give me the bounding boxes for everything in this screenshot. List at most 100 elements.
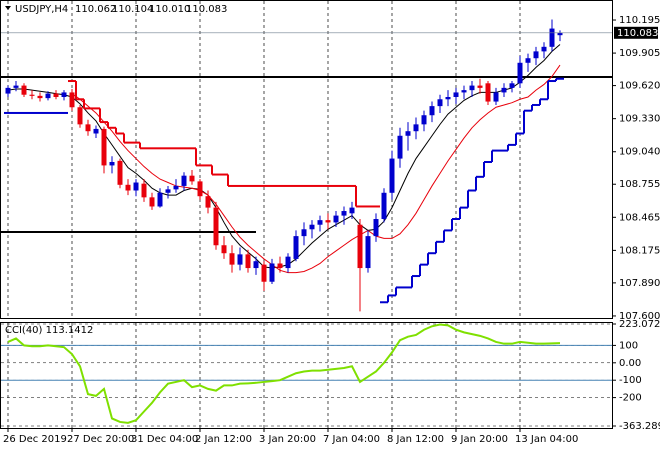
candle-body bbox=[485, 83, 491, 102]
candle-body bbox=[445, 96, 451, 100]
candle-body bbox=[69, 92, 75, 108]
quote-value: 110.062 bbox=[75, 4, 116, 15]
candle-body bbox=[333, 215, 339, 223]
candle-body bbox=[341, 211, 347, 216]
candle-body bbox=[5, 87, 11, 94]
x-tick-label: 2 Jan 12:00 bbox=[195, 434, 252, 445]
y-tick-label: 223.0724 bbox=[619, 319, 660, 330]
candle-body bbox=[381, 192, 387, 220]
candle-body bbox=[429, 106, 435, 116]
candle-body bbox=[389, 158, 395, 193]
candle-body bbox=[437, 99, 443, 107]
x-tick-label: 13 Jan 04:00 bbox=[515, 434, 578, 445]
y-tick-label: -363.2895 bbox=[619, 421, 660, 432]
candle-body bbox=[301, 229, 307, 237]
candle-body bbox=[157, 192, 163, 207]
candle-body bbox=[517, 62, 523, 84]
symbol-title: USDJPY,H4 bbox=[15, 4, 68, 15]
candle-body bbox=[365, 236, 371, 269]
candle-body bbox=[261, 264, 267, 282]
candle-body bbox=[181, 175, 187, 186]
candle-body bbox=[533, 51, 539, 59]
y-tick-label: 108.465 bbox=[619, 212, 660, 223]
y-tick-label: 0.00 bbox=[619, 358, 641, 369]
y-tick-label: 107.600 bbox=[619, 311, 660, 322]
x-tick-label: 31 Dec 04:00 bbox=[131, 434, 198, 445]
candle-body bbox=[101, 128, 107, 166]
candle-body bbox=[53, 93, 59, 97]
candle-body bbox=[325, 220, 331, 223]
y-tick-label: 108.755 bbox=[619, 179, 660, 190]
y-tick-label: 100 bbox=[619, 340, 638, 351]
candle-body bbox=[197, 181, 203, 197]
candle-body bbox=[421, 115, 427, 125]
last-price-label: 110.083 bbox=[617, 28, 658, 39]
cci-line bbox=[7, 323, 561, 424]
candle-body bbox=[493, 92, 499, 102]
candle-body bbox=[373, 219, 379, 237]
candle-body bbox=[549, 28, 555, 47]
candle-body bbox=[557, 32, 563, 36]
candle-body bbox=[165, 189, 171, 193]
candle-body bbox=[221, 245, 227, 254]
candle-body bbox=[413, 124, 419, 132]
candle-body bbox=[125, 184, 131, 191]
last-price-box bbox=[614, 26, 658, 39]
y-tick-label: 109.620 bbox=[619, 81, 660, 92]
indicator-line bbox=[71, 64, 561, 274]
candle-body bbox=[453, 92, 459, 97]
quote-value: 110.104 bbox=[112, 4, 153, 15]
candle-body bbox=[45, 93, 51, 99]
x-tick-label: 9 Jan 20:00 bbox=[451, 434, 508, 445]
candle-body bbox=[61, 92, 67, 97]
candle-body bbox=[285, 256, 291, 269]
candle-body bbox=[213, 207, 219, 246]
candle-body bbox=[133, 182, 139, 191]
candle-body bbox=[309, 224, 315, 230]
candle-body bbox=[229, 253, 235, 265]
candle-body bbox=[37, 95, 43, 99]
candle-body bbox=[21, 85, 27, 95]
indicator-line bbox=[7, 44, 561, 269]
y-tick-label: -200 bbox=[619, 393, 642, 404]
x-tick-label: 27 Dec 20:00 bbox=[67, 434, 134, 445]
candle-body bbox=[189, 175, 195, 182]
candle-body bbox=[477, 85, 483, 88]
x-tick-label: 7 Jan 04:00 bbox=[323, 434, 380, 445]
y-tick-label: 109.330 bbox=[619, 114, 660, 125]
candle-body bbox=[93, 128, 99, 134]
candle-body bbox=[509, 83, 515, 88]
y-tick-label: -100 bbox=[619, 375, 642, 386]
candle-body bbox=[205, 196, 211, 208]
y-tick-label: 108.175 bbox=[619, 245, 660, 256]
candle-body bbox=[541, 46, 547, 52]
x-tick-label: 8 Jan 12:00 bbox=[387, 434, 444, 445]
y-tick-label: 109.040 bbox=[619, 147, 660, 158]
y-tick-label: 109.905 bbox=[619, 48, 660, 59]
quote-value: 110.010 bbox=[149, 4, 190, 15]
candle-body bbox=[173, 185, 179, 190]
cci-panel bbox=[0, 322, 613, 429]
candle-body bbox=[277, 263, 283, 269]
candle-body bbox=[397, 135, 403, 159]
candle-body bbox=[293, 236, 299, 259]
candle-body bbox=[253, 261, 259, 269]
candle-body bbox=[245, 254, 251, 269]
cci-title: CCI(40) 113.1412 bbox=[5, 325, 93, 336]
candle-body bbox=[29, 94, 35, 96]
candle-body bbox=[461, 90, 467, 93]
candle-body bbox=[357, 224, 363, 269]
candle-body bbox=[501, 87, 507, 93]
x-tick-label: 3 Jan 20:00 bbox=[259, 434, 316, 445]
candle-body bbox=[85, 124, 91, 132]
candle-body bbox=[109, 161, 115, 166]
y-tick-label: 107.890 bbox=[619, 278, 660, 289]
candle-body bbox=[13, 85, 19, 88]
candle-body bbox=[317, 220, 323, 225]
quote-value: 110.083 bbox=[186, 4, 227, 15]
candle-body bbox=[525, 58, 531, 63]
candle-body bbox=[117, 160, 123, 185]
candle-body bbox=[349, 207, 355, 214]
candle-body bbox=[269, 263, 275, 282]
candle-body bbox=[77, 107, 83, 125]
